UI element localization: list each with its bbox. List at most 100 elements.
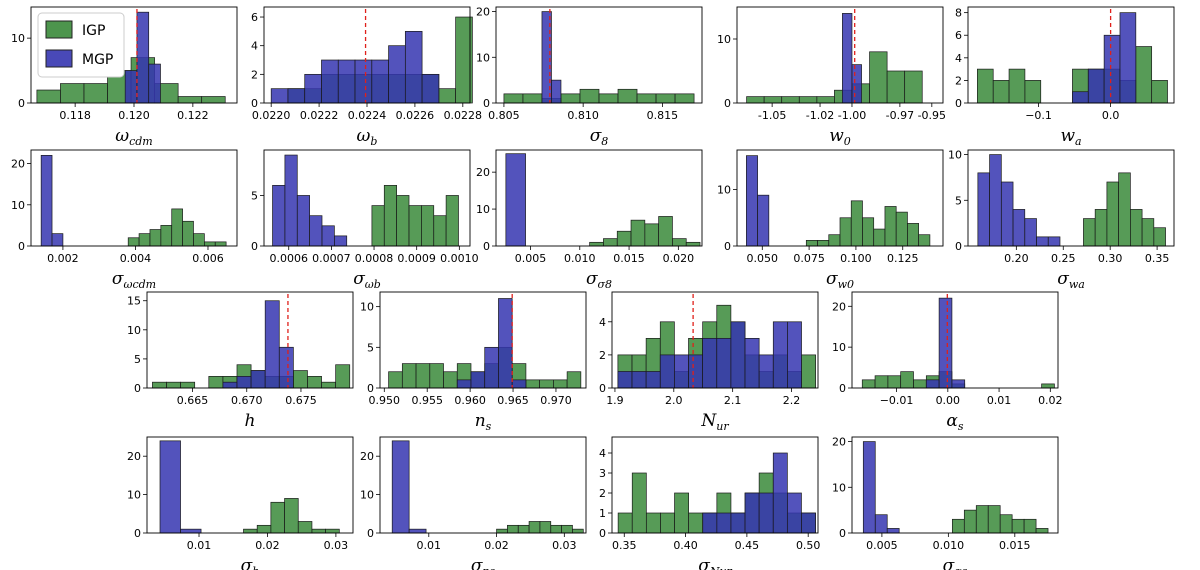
y-tick-label: 2 bbox=[599, 487, 606, 500]
y-tick-label: 20 bbox=[832, 300, 846, 313]
igp-bar bbox=[270, 501, 285, 534]
igp-bar bbox=[999, 514, 1013, 534]
x-tick-label: 0.03 bbox=[552, 539, 577, 552]
y-tick-label: 0 bbox=[18, 97, 25, 110]
x-axis-label: σ8 bbox=[590, 126, 609, 148]
igp-bar bbox=[798, 96, 818, 104]
igp-bar bbox=[603, 238, 618, 247]
mgp-bar bbox=[1012, 209, 1026, 247]
y-tick-label: 20 bbox=[11, 158, 25, 171]
igp-bar bbox=[674, 93, 695, 104]
igp-bar bbox=[566, 371, 582, 389]
x-axis-label: ωb bbox=[357, 126, 378, 148]
igp-bar bbox=[1141, 218, 1155, 247]
igp-bar bbox=[816, 96, 835, 104]
legend-swatch-mgp bbox=[45, 49, 73, 68]
igp-bar bbox=[421, 205, 435, 247]
y-tick-label: 2 bbox=[599, 349, 606, 362]
mgp-bar bbox=[388, 45, 406, 104]
axes-frame bbox=[146, 436, 354, 534]
igp-bar bbox=[522, 93, 543, 104]
legend: IGP MGP bbox=[37, 12, 125, 78]
x-tick-label: 0.965 bbox=[497, 394, 529, 407]
x-tick-label: 0.005 bbox=[515, 252, 547, 265]
mgp-bar bbox=[744, 492, 760, 534]
x-tick-label: -1.00 bbox=[838, 109, 866, 122]
x-tick-label: −0.1 bbox=[1025, 109, 1052, 122]
x-tick-label: 0.25 bbox=[1051, 252, 1076, 265]
igp-bar bbox=[152, 381, 167, 389]
x-tick-label: 0.20 bbox=[1004, 252, 1029, 265]
igp-bar bbox=[1083, 218, 1096, 247]
axes-frame bbox=[611, 436, 819, 534]
igp-bar bbox=[284, 498, 299, 534]
histogram-panel: 0.805 0.810 0.815 0 10 20 σ8 bbox=[476, 6, 703, 148]
mgp-bar bbox=[334, 235, 348, 247]
igp-bar bbox=[1135, 46, 1153, 104]
igp-bar bbox=[658, 216, 673, 247]
igp-bar bbox=[171, 208, 183, 247]
legend-swatch-igp bbox=[45, 20, 73, 39]
y-tick-label: 10 bbox=[717, 33, 731, 46]
mgp-bar bbox=[688, 354, 703, 389]
mgp-bar bbox=[977, 172, 990, 247]
mgp-bar bbox=[716, 337, 732, 389]
mgp-bar bbox=[744, 337, 760, 389]
mgp-bar bbox=[951, 379, 966, 389]
x-tick-label: 0.125 bbox=[887, 252, 919, 265]
x-axis-label: σns bbox=[471, 556, 496, 570]
y-tick-label: 10 bbox=[717, 184, 731, 197]
x-tick-label: -0.97 bbox=[886, 109, 914, 122]
y-tick-label: 0 bbox=[134, 382, 141, 395]
mgp-bar bbox=[730, 512, 746, 534]
histogram-panel: −0.1 0.0 0 2 4 6 8 wa bbox=[955, 6, 1175, 148]
x-tick-label: 0.955 bbox=[411, 394, 443, 407]
igp-bar bbox=[904, 70, 923, 104]
igp-bar bbox=[204, 241, 216, 247]
y-tick-label: 0 bbox=[839, 382, 846, 395]
igp-bar bbox=[177, 96, 203, 104]
mgp-bar bbox=[772, 321, 788, 389]
axes-frame bbox=[967, 149, 1175, 247]
igp-bar bbox=[644, 223, 659, 247]
x-tick-label: 0.015 bbox=[999, 539, 1031, 552]
x-tick-label: 1.9 bbox=[606, 394, 624, 407]
y-tick-label: 5 bbox=[134, 353, 141, 366]
mgp-bar bbox=[264, 300, 280, 389]
y-tick-label: 0 bbox=[367, 527, 374, 540]
axes-frame bbox=[611, 291, 819, 389]
igp-bar bbox=[1106, 181, 1119, 247]
x-tick-label: 0.004 bbox=[120, 252, 152, 265]
y-tick-label: 5 bbox=[251, 189, 258, 202]
igp-bar bbox=[560, 93, 581, 104]
igp-bar bbox=[1130, 209, 1143, 247]
y-tick-label: 0 bbox=[483, 240, 490, 253]
igp-bar bbox=[900, 371, 914, 389]
igp-bar bbox=[36, 89, 61, 104]
igp-bar bbox=[525, 379, 541, 389]
mgp-bar bbox=[404, 31, 423, 104]
mgp-bar bbox=[309, 215, 323, 247]
mgp-bar bbox=[250, 370, 266, 389]
x-tick-label: -1.02 bbox=[806, 109, 834, 122]
histogram-panel: 0.35 0.40 0.45 0.50 0 1 2 3 4 σNur bbox=[599, 436, 820, 570]
mgp-bar bbox=[842, 13, 853, 104]
x-tick-label: 0.120 bbox=[118, 109, 150, 122]
plot-area bbox=[380, 437, 586, 533]
mgp-bar bbox=[758, 492, 774, 534]
axes-frame bbox=[495, 6, 703, 104]
y-tick-label: 0 bbox=[724, 97, 731, 110]
axes-frame bbox=[146, 291, 354, 389]
igp-bar bbox=[987, 505, 1001, 534]
igp-bar bbox=[1008, 68, 1026, 104]
igp-bar bbox=[992, 80, 1010, 104]
igp-bar bbox=[839, 217, 852, 247]
igp-bar bbox=[572, 528, 584, 534]
igp-bar bbox=[208, 376, 224, 389]
y-tick-label: 20 bbox=[127, 450, 141, 463]
x-tick-label: 0.0224 bbox=[348, 109, 387, 122]
igp-bar bbox=[550, 524, 562, 534]
mgp-bar bbox=[40, 155, 53, 247]
igp-bar bbox=[746, 96, 765, 104]
igp-bar bbox=[913, 379, 927, 389]
